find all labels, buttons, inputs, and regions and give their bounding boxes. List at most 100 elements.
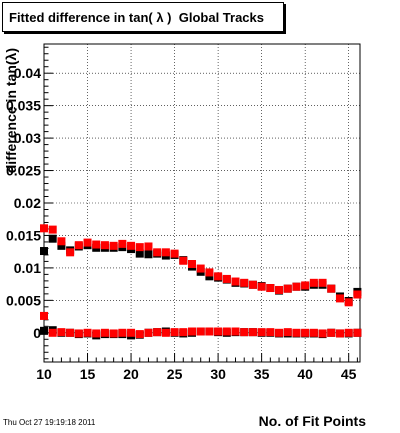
- y-axis-label: difference in tan(λ): [3, 48, 19, 173]
- data-point: [301, 281, 310, 290]
- x-axis-label: No. of Fit Points: [259, 413, 367, 429]
- data-point: [127, 241, 136, 250]
- data-point: [240, 278, 249, 287]
- data-point: [318, 278, 327, 287]
- data-point: [309, 328, 318, 337]
- y-tick-label: 0.03: [14, 130, 41, 146]
- data-point: [179, 328, 188, 337]
- data-point: [222, 274, 231, 283]
- y-tick-label: 0.025: [6, 163, 41, 179]
- data-point: [301, 328, 310, 337]
- data-point: [57, 241, 66, 250]
- data-point: [179, 256, 188, 265]
- data-point: [66, 328, 75, 337]
- x-tick-label: 15: [80, 366, 96, 382]
- axes: 10 15 20 25 30 35 40 45 0 0.005 0.01 0.015 0.02 0.025…: [6, 46, 358, 382]
- data-point: [248, 280, 257, 289]
- data-point: [40, 311, 48, 320]
- data-point: [144, 242, 153, 251]
- x-tick-label: 40: [297, 366, 313, 382]
- data-point: [344, 328, 353, 337]
- data-point: [135, 330, 144, 339]
- data-point: [222, 327, 231, 336]
- data-point: [48, 328, 57, 337]
- data-point: [318, 329, 327, 338]
- data-point: [83, 328, 92, 337]
- data-point: [257, 328, 266, 337]
- data-point: [196, 264, 205, 273]
- data-point: [309, 278, 318, 287]
- y-tick-label: 0.015: [6, 227, 41, 243]
- data-point: [196, 327, 205, 336]
- data-point: [74, 241, 83, 250]
- data-point: [214, 327, 223, 336]
- data-point: [266, 328, 275, 337]
- data-point: [214, 272, 223, 281]
- data-point: [327, 284, 336, 293]
- grid-lines: [43, 44, 360, 362]
- y-tick-label: 0.02: [14, 195, 41, 211]
- timestamp-footer: Thu Oct 27 19:19:18 2011: [3, 418, 96, 427]
- data-point: [57, 328, 66, 337]
- data-point: [118, 239, 127, 248]
- data-point: [48, 234, 57, 243]
- data-point: [135, 249, 144, 258]
- data-point: [205, 268, 214, 277]
- data-point: [92, 329, 101, 338]
- data-point: [353, 328, 362, 337]
- chart-title: Fitted difference in tan( λ ) Global Tra…: [9, 9, 264, 25]
- data-point: [240, 328, 249, 337]
- data-point: [170, 249, 179, 258]
- y-tick-label: 0.035: [6, 98, 41, 114]
- data-point: [187, 260, 196, 269]
- data-point: [257, 282, 266, 291]
- data-point: [275, 328, 284, 337]
- x-tick-label: 10: [36, 366, 52, 382]
- x-tick-label: 45: [341, 366, 357, 382]
- data-point: [335, 294, 344, 303]
- plot-frame: [43, 43, 361, 363]
- data-point: [153, 328, 162, 337]
- data-point: [144, 328, 153, 337]
- data-points: [40, 224, 362, 340]
- data-point: [83, 238, 92, 247]
- data-point: [161, 328, 170, 337]
- x-tick-label: 35: [254, 366, 270, 382]
- data-point: [109, 329, 118, 338]
- data-point: [135, 243, 144, 252]
- data-point: [144, 250, 153, 259]
- data-point: [127, 328, 136, 337]
- x-tick-label: 25: [167, 366, 183, 382]
- data-point: [275, 285, 284, 294]
- data-point: [205, 327, 214, 336]
- data-point: [40, 224, 48, 233]
- data-point: [327, 328, 336, 337]
- data-point: [335, 329, 344, 338]
- data-point: [283, 328, 292, 337]
- data-point: [118, 328, 127, 337]
- data-point: [170, 328, 179, 337]
- data-point: [40, 247, 48, 256]
- data-point: [266, 284, 275, 293]
- data-point: [57, 237, 66, 246]
- data-point: [48, 225, 57, 234]
- y-tick-label: 0.04: [14, 65, 41, 81]
- data-point: [161, 248, 170, 257]
- data-point: [231, 277, 240, 286]
- data-point: [92, 240, 101, 249]
- data-point: [344, 298, 353, 307]
- data-point: [292, 328, 301, 337]
- x-tick-label: 30: [210, 366, 226, 382]
- data-point: [74, 329, 83, 338]
- data-point: [248, 328, 257, 337]
- data-point: [292, 282, 301, 291]
- data-point: [109, 241, 118, 250]
- data-point: [40, 326, 48, 335]
- data-point: [231, 327, 240, 336]
- x-tick-label: 20: [123, 366, 139, 382]
- chart-title-box: Fitted difference in tan( λ ) Global Tra…: [2, 2, 284, 32]
- data-point: [100, 328, 109, 337]
- y-tick-label: 0.005: [6, 292, 41, 308]
- y-tick-label: 0.01: [14, 260, 41, 276]
